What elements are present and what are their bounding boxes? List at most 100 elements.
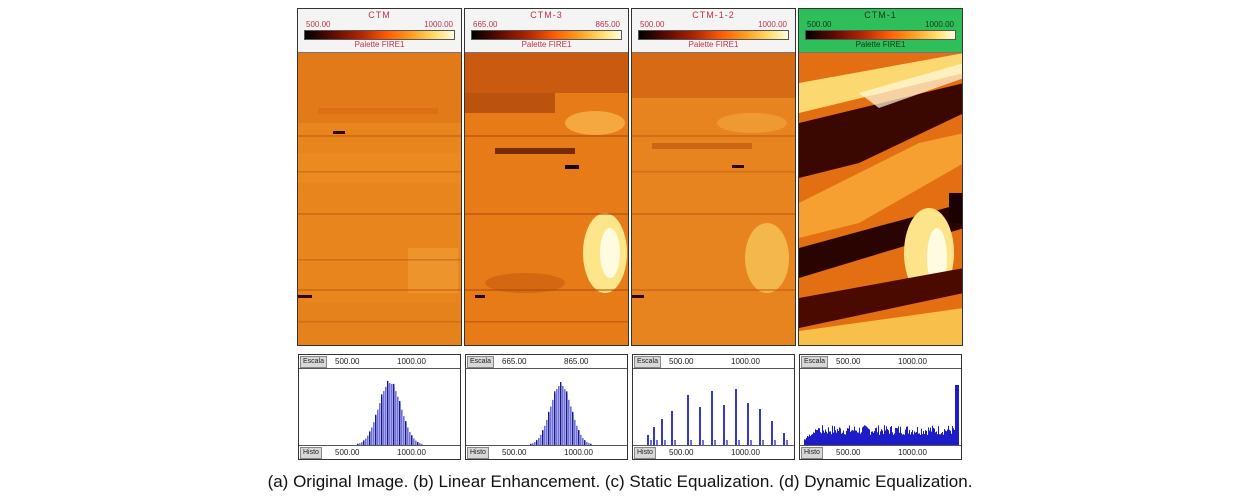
histogram-bar — [821, 433, 822, 445]
histogram-bar — [878, 425, 879, 445]
scale-max: 1000.00 — [731, 357, 760, 366]
histogram-bar — [738, 440, 740, 445]
histogram-bar — [897, 428, 898, 445]
panel-header: CTM-3 665.00 865.00 Palette FIRE1 — [465, 9, 628, 53]
histogram-bar — [852, 430, 853, 445]
histogram-bar — [580, 434, 582, 445]
palette-label: Palette FIRE1 — [521, 40, 572, 49]
histogram-bar — [931, 431, 932, 445]
palette-colorbar — [471, 30, 622, 40]
histogram-bar — [922, 434, 923, 445]
histo-row: Histo 500.00 1000.00 — [299, 445, 460, 459]
histogram-bar — [762, 440, 764, 445]
histogram-bar — [954, 430, 955, 445]
histogram-bar — [832, 425, 833, 445]
histogram-bar — [690, 440, 692, 445]
histogram-bar — [417, 441, 419, 445]
histogram-bar — [530, 443, 532, 445]
histogram-bar — [819, 428, 820, 445]
histogram-bar — [949, 429, 950, 445]
histo-button[interactable]: Histo — [634, 447, 656, 459]
histogram-bar — [578, 430, 580, 445]
scale-button[interactable]: Escala — [467, 356, 495, 368]
histogram-bar — [880, 431, 881, 445]
scale-min: 500.00 — [669, 357, 694, 366]
histogram-bar — [379, 403, 381, 445]
histogram-bar — [908, 433, 909, 445]
histogram-bar — [927, 434, 928, 445]
histogram-bar — [828, 427, 829, 445]
histogram-bar — [863, 426, 864, 445]
scale-min: 500.00 — [836, 357, 861, 366]
histogram-bar — [941, 433, 942, 445]
histogram-bar — [888, 430, 889, 445]
histogram-static-equalization: Escala 500.00 1000.00 Histo 500.00 1000.… — [632, 354, 795, 460]
histogram-bar — [834, 426, 835, 445]
histogram-bar — [939, 434, 940, 445]
histo-max: 1000.00 — [731, 448, 760, 457]
histogram-bar — [576, 425, 578, 445]
scale-button[interactable]: Escala — [300, 356, 328, 368]
histogram-bar — [377, 409, 379, 445]
histogram-bar — [827, 433, 828, 445]
histogram-bar — [783, 433, 785, 445]
histogram-bar — [844, 434, 845, 445]
figure-caption: (a) Original Image. (b) Linear Enhanceme… — [267, 472, 973, 491]
thermal-image — [465, 53, 628, 345]
palette-colorbar — [304, 30, 455, 40]
histogram-bar — [901, 433, 902, 445]
histogram-bar — [564, 389, 566, 445]
histogram-linear-enhancement: Escala 665.00 865.00 Histo 500.00 1000.0… — [465, 354, 628, 460]
histogram-bar — [371, 427, 373, 445]
histogram-bar — [548, 411, 550, 445]
histogram-bar — [590, 443, 592, 445]
histo-button[interactable]: Histo — [801, 447, 823, 459]
panel-title: CTM-1-2 — [692, 10, 735, 20]
histogram-bar — [413, 438, 415, 445]
palette-max: 1000.00 — [925, 20, 954, 29]
histogram-bar — [918, 433, 919, 445]
histo-button[interactable]: Histo — [467, 447, 489, 459]
histogram-bar — [884, 425, 885, 445]
histogram-bar — [532, 443, 534, 445]
histogram-bar — [814, 432, 815, 445]
histogram-bar — [857, 432, 858, 445]
histogram-bar — [858, 432, 859, 445]
panel-title: CTM-1 — [864, 10, 897, 20]
histogram-bar — [661, 419, 663, 445]
histogram-bar — [850, 431, 851, 445]
thermal-image — [799, 53, 962, 345]
scale-button[interactable]: Escala — [634, 356, 662, 368]
histogram-bar — [805, 439, 806, 445]
histogram-bar — [397, 396, 399, 445]
histogram-bar — [411, 435, 413, 445]
histogram-bar — [586, 442, 588, 445]
histogram-bar — [916, 432, 917, 445]
histo-row: Histo 500.00 1000.00 — [466, 445, 627, 459]
histogram-bar — [650, 440, 652, 445]
histogram-bar — [391, 383, 393, 445]
histogram-bar — [905, 429, 906, 445]
histogram-bar — [824, 432, 825, 445]
palette-min: 500.00 — [640, 20, 665, 29]
histogram-bar — [806, 437, 807, 445]
histogram-bar — [538, 438, 540, 445]
histogram-bar — [572, 411, 574, 445]
histogram-bar — [865, 425, 866, 445]
histogram-bar — [747, 403, 749, 445]
histo-min: 500.00 — [669, 448, 694, 457]
histogram-bar — [956, 385, 957, 445]
histogram-bar — [399, 400, 401, 445]
scale-button[interactable]: Escala — [801, 356, 829, 368]
histogram-bar — [874, 431, 875, 445]
histogram-bar — [385, 386, 387, 445]
histogram-bar — [544, 425, 546, 445]
histogram-bar — [891, 426, 892, 445]
histogram-bar — [554, 391, 556, 445]
histogram-bar — [943, 434, 944, 445]
histogram-chart — [804, 385, 959, 445]
histogram-bar — [930, 427, 931, 445]
histo-button[interactable]: Histo — [300, 447, 322, 459]
histogram-bar — [947, 429, 948, 445]
histogram-bar — [818, 428, 819, 445]
